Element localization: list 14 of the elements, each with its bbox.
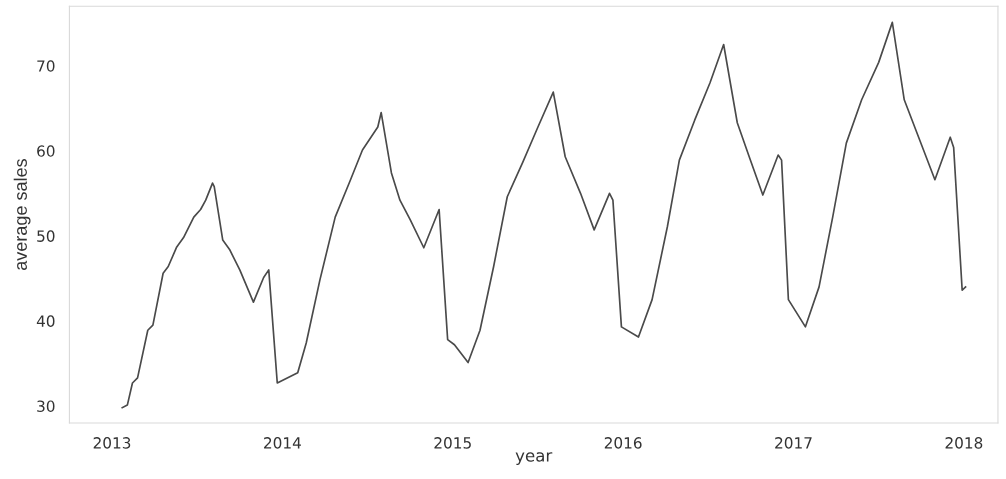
x-tick-label: 2017 xyxy=(775,437,812,449)
y-tick-label: 60 xyxy=(37,145,55,157)
x-tick-label: 2016 xyxy=(604,437,642,449)
y-tick-label: 50 xyxy=(37,230,55,242)
y-tick-label: 30 xyxy=(37,400,55,412)
y-tick-label: 40 xyxy=(36,315,55,327)
x-tick-label: 2015 xyxy=(434,437,471,449)
x-tick-label: 2018 xyxy=(945,437,983,449)
x-axis-title: year xyxy=(515,452,553,465)
x-tick-label: 2014 xyxy=(264,437,301,449)
x-tick-label: 2013 xyxy=(93,437,131,449)
y-tick-label: 70 xyxy=(37,60,55,72)
line-series xyxy=(121,21,967,409)
y-axis-title: average sales xyxy=(13,159,31,271)
